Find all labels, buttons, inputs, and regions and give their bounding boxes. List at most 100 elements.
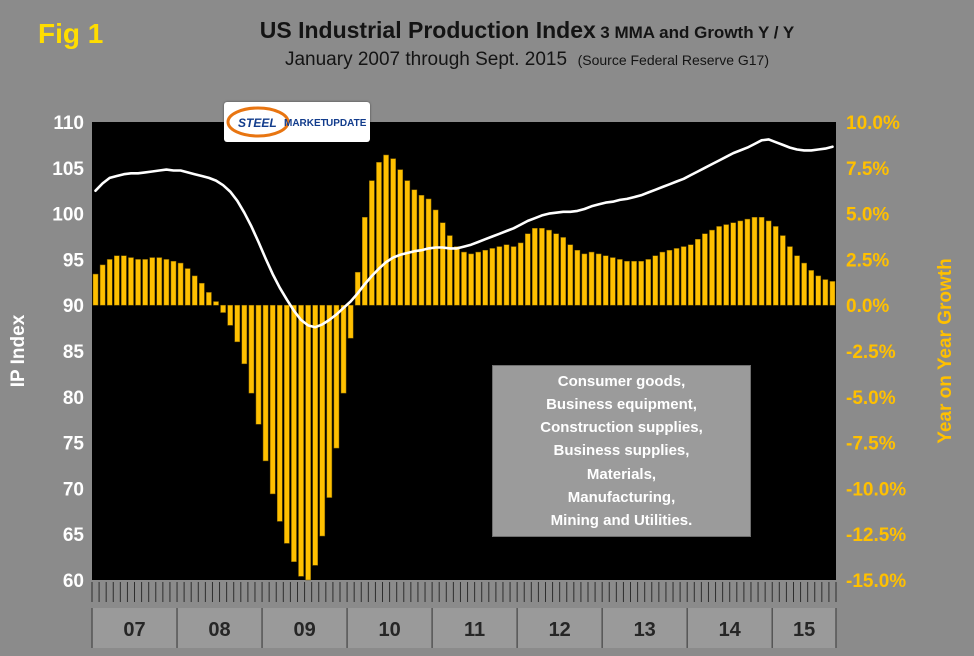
growth-bar <box>255 304 262 425</box>
annotation-line: Consumer goods, <box>557 372 686 390</box>
growth-bar <box>772 226 779 306</box>
growth-bar <box>794 255 800 306</box>
growth-bar <box>787 246 793 306</box>
growth-bar <box>390 158 396 306</box>
year-label: 10 <box>378 619 400 641</box>
growth-bar <box>539 228 545 306</box>
growth-bar <box>815 275 822 306</box>
logo-market-text: MARKET <box>284 118 327 129</box>
left-axis-tick-label: 80 <box>63 388 84 409</box>
growth-bar <box>199 282 205 306</box>
right-axis-tick-label: 2.5% <box>846 250 889 271</box>
growth-bar <box>567 244 574 306</box>
growth-bar <box>595 253 602 306</box>
annotation-line: Business supplies, <box>553 442 690 460</box>
growth-bar <box>751 217 758 306</box>
sector-annotation-box: Consumer goods, Business equipment, Cons… <box>492 365 751 537</box>
growth-bar <box>262 304 269 462</box>
left-axis-tick-label: 90 <box>63 296 84 317</box>
growth-bar <box>730 222 737 306</box>
growth-bar <box>121 255 127 306</box>
growth-bar <box>659 251 666 306</box>
chart-subtitle: January 2007 through Sept. 2015 (Source … <box>120 48 934 73</box>
growth-bar <box>340 304 347 394</box>
growth-bar <box>687 244 694 306</box>
year-label: 15 <box>793 619 815 641</box>
growth-bar <box>404 180 411 306</box>
growth-bar <box>191 275 198 306</box>
growth-bar <box>170 260 177 306</box>
growth-bar <box>248 304 255 394</box>
growth-bar <box>206 292 212 306</box>
left-axis-title: IP Index <box>8 314 29 387</box>
title-block: US Industrial Production Index 3 MMA and… <box>120 16 934 73</box>
growth-bar <box>801 262 807 306</box>
growth-bar <box>184 268 191 306</box>
growth-bar <box>737 220 744 306</box>
growth-bar <box>475 251 481 306</box>
growth-bar <box>114 255 120 306</box>
year-label: 08 <box>208 619 230 641</box>
growth-bar <box>333 304 340 449</box>
growth-bar <box>284 304 290 544</box>
growth-bar <box>780 235 786 306</box>
left-axis-tick-label: 100 <box>52 205 84 226</box>
growth-bar <box>106 259 113 306</box>
growth-bar <box>588 251 595 306</box>
growth-bar <box>213 301 219 306</box>
annotation-line: Manufacturing, <box>567 488 676 506</box>
growth-bar <box>468 253 474 306</box>
growth-bar <box>276 304 283 522</box>
year-label: 11 <box>464 619 485 641</box>
growth-bar <box>765 220 772 306</box>
right-axis-tick-label: 7.5% <box>846 159 889 180</box>
growth-bar <box>312 304 319 566</box>
growth-bar <box>454 246 460 306</box>
right-axis-tick-label: -2.5% <box>846 342 896 363</box>
annotation-line: Construction supplies, <box>540 419 703 437</box>
left-axis-tick-label: 95 <box>63 250 85 271</box>
right-axis-tick-label: -5.0% <box>846 388 896 409</box>
growth-bar <box>574 249 581 306</box>
growth-bar <box>652 255 659 306</box>
growth-bar <box>411 189 418 306</box>
growth-bar <box>602 255 609 306</box>
growth-bar <box>716 226 722 306</box>
growth-bar <box>624 260 630 306</box>
chart-source: (Source Federal Reserve G17) <box>577 51 770 68</box>
growth-bar <box>397 169 404 306</box>
growth-bar <box>758 217 765 306</box>
chart-title-suffix: 3 MMA and Growth Y / Y <box>600 23 795 42</box>
growth-bar <box>432 209 439 306</box>
year-label: 07 <box>123 619 145 641</box>
growth-bar <box>298 304 304 577</box>
growth-bar <box>546 229 552 306</box>
growth-bar <box>631 260 637 306</box>
growth-bar <box>709 229 715 306</box>
growth-bar <box>291 304 297 562</box>
growth-bar <box>149 257 156 306</box>
growth-bar <box>461 251 467 306</box>
growth-bar <box>723 224 729 306</box>
growth-bar <box>99 264 106 306</box>
growth-bar <box>489 248 496 306</box>
left-axis-tick-label: 110 <box>53 113 84 134</box>
left-axis-tick-label: 105 <box>52 159 84 180</box>
ip-index-line <box>94 138 834 329</box>
steel-market-update-logo: STEEL MARKET UPDATE <box>224 102 370 142</box>
growth-bar <box>496 246 503 306</box>
growth-bar <box>744 218 751 306</box>
annotation-line: Business equipment, <box>546 395 697 413</box>
growth-bar <box>425 198 432 306</box>
logo-update-text: UPDATE <box>326 118 367 129</box>
chart-subtitle-range: January 2007 through Sept. 2015 <box>284 48 568 70</box>
logo-steel-text: STEEL <box>238 116 277 130</box>
annotation-line: Materials, <box>586 465 657 483</box>
growth-bar <box>354 271 361 306</box>
left-axis-tick-label: 85 <box>63 342 85 363</box>
right-axis-tick-label: -7.5% <box>846 434 896 455</box>
growth-bar <box>553 233 559 306</box>
growth-bar <box>241 304 248 365</box>
growth-bar <box>142 259 148 306</box>
growth-bar <box>581 253 588 306</box>
